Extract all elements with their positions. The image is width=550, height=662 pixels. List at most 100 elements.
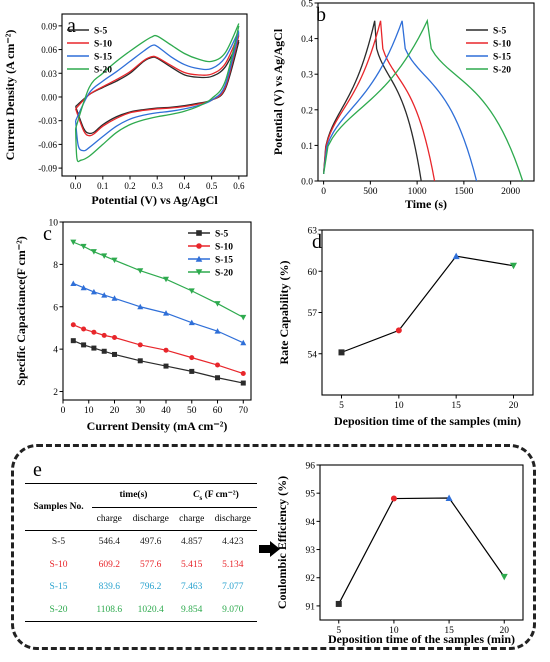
x-tick-label: 1000 xyxy=(408,187,427,197)
table-subheader-row: charge discharge charge discharge xyxy=(25,507,257,531)
table-row: S-15 839.6 796.2 7.463 7.077 xyxy=(25,576,257,599)
y-tick-label: 0.0 xyxy=(301,178,313,188)
marker-triangle-up xyxy=(445,494,453,501)
y-axis-label: Specific Capacitance(F cm⁻²) xyxy=(14,236,28,385)
marker-triangle-up xyxy=(214,328,221,334)
y-tick-label: 0.00 xyxy=(41,92,57,102)
summary-table-container: Samples No. time(s) Cs (F cm⁻²) charge d… xyxy=(25,483,257,622)
marker-triangle-down xyxy=(70,239,77,246)
y-tick-label: 8 xyxy=(53,261,58,271)
x-tick-label: 20 xyxy=(509,401,519,411)
header-cs-unit: F cm⁻²) xyxy=(207,489,239,500)
y-tick-label: 0.3 xyxy=(301,71,313,81)
marker-triangle-up xyxy=(188,319,195,326)
plot-frame xyxy=(61,13,248,177)
y-tick-label: 92 xyxy=(306,574,316,584)
marker-triangle-down xyxy=(163,276,170,283)
marker-square xyxy=(81,342,87,348)
x-tick-label: 0.3 xyxy=(152,181,164,191)
marker-circle xyxy=(163,347,169,353)
y-tick-label: 10 xyxy=(49,219,59,229)
table-row: S-5 546.4 497.6 4.857 4.423 xyxy=(25,531,257,554)
x-tick-label: 60 xyxy=(213,406,223,416)
cell: 839.6 xyxy=(98,582,120,593)
x-tick-label: 0.0 xyxy=(70,181,82,191)
table-header-row: Samples No. time(s) Cs (F cm⁻²) xyxy=(25,483,257,531)
table-row: S-20 1108.6 1020.4 9.854 9.070 xyxy=(25,598,257,622)
cell: 546.4 xyxy=(98,537,120,548)
x-axis-label: Potential (V) vs Ag/AgCl xyxy=(91,193,218,207)
cell: 4.423 xyxy=(222,537,244,548)
marker-triangle-down xyxy=(137,268,144,274)
cell: 9.854 xyxy=(174,598,209,622)
series-line-S-5 xyxy=(73,340,244,384)
header-samples: Samples No. xyxy=(25,483,93,531)
y-tick-label: 63 xyxy=(308,227,318,237)
x-tick-label: 2000 xyxy=(501,187,520,197)
marker-triangle-down xyxy=(214,301,221,307)
series-line-S-10 xyxy=(73,324,244,375)
panel-e-dashed-border xyxy=(11,444,536,650)
y-tick-label: 0.1 xyxy=(301,142,313,152)
legend-label: S-10 xyxy=(215,243,233,253)
cv-anodic-S-20 xyxy=(74,23,240,129)
cell: 7.463 xyxy=(181,582,203,593)
cell: 5.134 xyxy=(222,559,244,570)
x-tick-label: 40 xyxy=(161,406,171,416)
row-name: S-15 xyxy=(49,582,68,593)
legend-label: S-20 xyxy=(493,66,511,76)
x-tick-label: 30 xyxy=(136,406,146,416)
subheader-charge-time: charge xyxy=(96,513,122,524)
marker-triangle-down xyxy=(80,243,87,250)
marker-circle xyxy=(196,243,202,249)
legend-label: S-15 xyxy=(94,53,112,63)
marker-triangle-down xyxy=(240,314,247,321)
x-axis-label: Deposition time of the samples (min) xyxy=(334,414,521,428)
x-axis-label: Time (s) xyxy=(405,197,447,211)
header-cs: Cs (F cm⁻²) xyxy=(174,483,257,508)
marker-square xyxy=(240,380,246,386)
y-tick-label: 0.2 xyxy=(301,106,313,116)
cell: 9.070 xyxy=(208,598,257,622)
cell: 5.415 xyxy=(181,559,203,570)
panel-e: 5 10 15 20 91 92 93 94 95 96 Deposition time of th… xyxy=(275,462,524,646)
y-tick-label: 0.03 xyxy=(41,69,57,79)
x-tick-label: 5 xyxy=(339,401,344,411)
cv-cathodic-S-15 xyxy=(74,32,240,152)
y-tick-label: -0.06 xyxy=(38,140,57,150)
y-tick-label: 6 xyxy=(53,303,58,313)
plot-frame xyxy=(321,229,534,396)
legend-label: S-5 xyxy=(493,27,506,37)
panel-letter: d xyxy=(312,231,322,253)
marker-square xyxy=(163,363,169,369)
cell: 609.2 xyxy=(98,559,120,570)
legend-label: S-5 xyxy=(94,27,107,37)
panel-c: 0 10 20 30 40 50 60 70 2 4 6 8 10 Current Density (mA… xyxy=(14,219,252,433)
x-tick-label: 1500 xyxy=(454,187,473,197)
marker-triangle-up xyxy=(111,295,118,301)
y-tick-label: 2 xyxy=(53,388,58,398)
rate-line xyxy=(341,255,514,353)
x-tick-label: 50 xyxy=(187,406,197,416)
row-name: S-5 xyxy=(51,537,66,548)
x-tick-label: 500 xyxy=(363,187,378,197)
marker-triangle-up xyxy=(70,280,77,286)
y-axis-label: Current Density (A cm⁻²) xyxy=(3,30,17,161)
y-axis-label: Coulombic Efficiency (%) xyxy=(275,476,289,609)
marker-square xyxy=(112,351,118,357)
y-tick-label: -0.09 xyxy=(38,164,57,174)
y-tick-label: 95 xyxy=(306,490,316,500)
x-tick-label: 20 xyxy=(110,406,120,416)
marker-triangle-up xyxy=(240,339,247,346)
y-tick-label: 94 xyxy=(306,518,316,528)
marker-circle xyxy=(395,327,402,334)
marker-circle xyxy=(91,329,97,335)
legend-label: S-10 xyxy=(94,40,112,50)
marker-triangle-down xyxy=(101,253,108,259)
y-tick-label: 57 xyxy=(308,309,318,319)
y-tick-label: 4 xyxy=(53,346,58,356)
panel-d: 5 10 15 20 54 57 60 63 Deposition time of the sa… xyxy=(277,227,534,428)
row-name: S-20 xyxy=(25,598,93,622)
marker-triangle-down xyxy=(195,269,203,276)
subheader-discharge-cs: discharge xyxy=(214,513,251,524)
